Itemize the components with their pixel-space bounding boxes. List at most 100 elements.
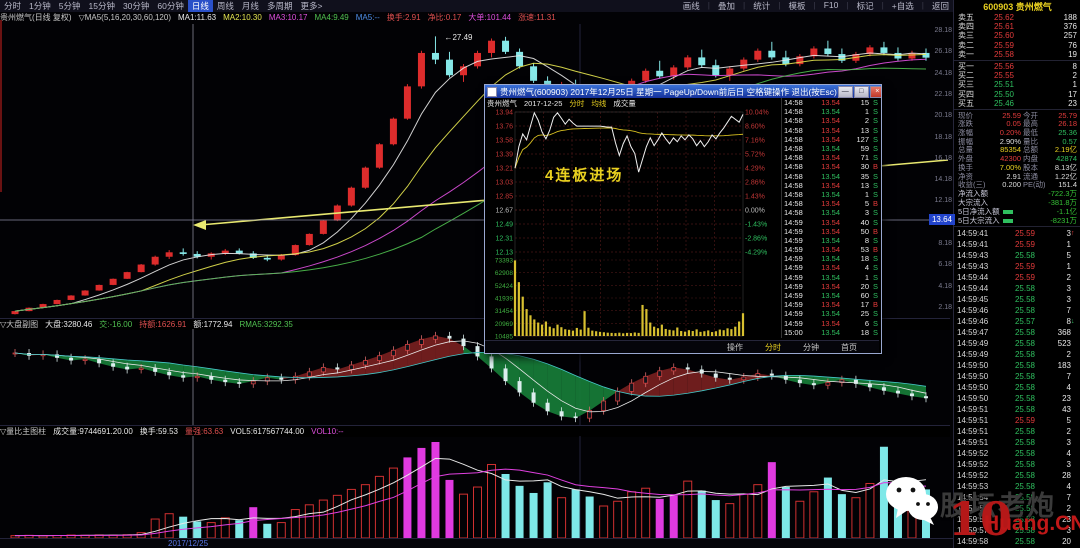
volume-header-token: VOL5:617567744.00 [230, 427, 305, 436]
tick-price: 13.54 [821, 107, 840, 117]
tick-volume: 4 [1066, 482, 1071, 492]
index-subchart[interactable] [0, 329, 953, 425]
level-volume: 257 [1063, 31, 1077, 41]
tool-+自选[interactable]: +自选 [891, 1, 914, 11]
stat-label: 股本 [1023, 162, 1038, 172]
stat-row: 收益(三) 0.200 PE(动) 151.4 [954, 180, 1080, 189]
tool-叠加[interactable]: 叠加 [717, 1, 735, 11]
order-book-row[interactable]: 卖二 25.59 76 [954, 41, 1080, 50]
period-tab-分时[interactable]: 分时 [4, 1, 22, 11]
popup-tick-row: 14:58 13.54 1 S [782, 107, 880, 116]
tick-time: 14:59:53 [957, 482, 989, 492]
separator: | [707, 0, 710, 10]
volume-header-token: 换手:59.53 [139, 427, 179, 436]
popup-titlebar[interactable]: 贵州燃气(600903) 2017年12月25日 星期一 PageUp/Down… [485, 85, 881, 98]
tick-time: 14:59:58 [957, 537, 989, 547]
tick-row: 14:59:44 25.58 3 [954, 283, 1080, 294]
axis-label: 28.18 [934, 27, 952, 34]
popup-tab-分钟[interactable]: 分钟 [803, 342, 819, 352]
order-book-row[interactable]: 买四 25.50 17 [954, 90, 1080, 99]
order-book-row[interactable]: 买五 25.46 23 [954, 99, 1080, 108]
popup-header-token: 2017-12-25 [524, 98, 563, 108]
main-kline-chart[interactable]: ←27.49 [0, 24, 953, 318]
tool-模板[interactable]: 模板 [788, 1, 806, 11]
period-tab-多周期[interactable]: 多周期 [266, 1, 293, 11]
tick-flag: S [872, 125, 878, 135]
separator: | [881, 0, 884, 10]
stat-value: 0.20% [999, 128, 1021, 138]
tick-time: 14:58 [784, 107, 803, 117]
indicator-token: 涨速:11.31 [518, 13, 556, 22]
period-tab-更多>[interactable]: 更多> [300, 1, 323, 11]
popup-tab-首页[interactable]: 首页 [841, 342, 857, 352]
stat-label: 最低 [1023, 128, 1038, 138]
stat-value: 7.00% [999, 162, 1021, 172]
tick-price: 25.58 [1014, 526, 1035, 536]
minimize-button[interactable]: — [837, 85, 853, 98]
volume-chart[interactable] [0, 436, 953, 538]
indicator-token: 净比:0.17 [427, 13, 462, 22]
popup-tick-row: 14:59 13.54 8 S [782, 236, 880, 245]
stat-label: 涨幅 [958, 128, 973, 138]
order-book-row[interactable]: 买三 25.51 1 [954, 80, 1080, 89]
level-price: 25.50 [993, 89, 1014, 99]
svg-text:7.16%: 7.16% [745, 138, 765, 145]
tick-time: 14:58 [784, 199, 803, 209]
tick-volume: 28 [1062, 471, 1071, 481]
close-button[interactable]: × [869, 85, 881, 98]
period-tab-60分钟[interactable]: 60分钟 [157, 1, 184, 11]
tick-arrow: ↓ [1071, 318, 1075, 326]
tick-flag: S [872, 208, 878, 218]
stat-value: 2.19亿 [1054, 145, 1077, 155]
tool-F10[interactable]: F10 [823, 0, 839, 10]
tick-price: 13.54 [821, 116, 840, 126]
order-book-row[interactable]: 卖三 25.60 257 [954, 31, 1080, 40]
order-book-row[interactable]: 卖五 25.62 188 [954, 13, 1080, 22]
tool-返回[interactable]: 返回 [931, 1, 949, 11]
order-book-row[interactable]: 买一 25.56 8 [954, 62, 1080, 71]
period-tab-月线[interactable]: 月线 [241, 1, 259, 11]
tick-volume: 13 [860, 180, 869, 190]
tool-画线[interactable]: 画线 [682, 1, 700, 11]
period-tab-15分钟[interactable]: 15分钟 [88, 1, 115, 11]
period-tabs: 分时 1分钟 5分钟 15分钟 30分钟 60分钟 日线 周线 月线 多周期 更多> [0, 0, 326, 12]
volume-panel-header: ▽量比主图柱 成交量:9744691.20.00 换手:59.53 量强:63.63 V… [0, 425, 950, 437]
popup-tab-分时[interactable]: 分时 [765, 342, 781, 352]
index-header-token: RMA5:3292.35 [239, 320, 293, 329]
order-book-row[interactable]: 买二 25.55 2 [954, 71, 1080, 80]
svg-text:10485: 10485 [495, 334, 513, 341]
tick-time: 14:58 [784, 144, 803, 154]
tick-price: 13.54 [821, 180, 840, 190]
period-tab-1分钟[interactable]: 1分钟 [29, 1, 51, 11]
period-tab-30分钟[interactable]: 30分钟 [122, 1, 150, 11]
order-book-row[interactable]: 卖一 25.58 19 [954, 50, 1080, 59]
intraday-chart[interactable]: 13.94 13.76 13.58 13.39 13.21 13.03 12.85 12.67… [487, 108, 779, 341]
stock-badge[interactable]: 600903 贵州燃气 [983, 2, 1052, 12]
popup-header-token: 成交量 [613, 98, 636, 108]
tick-price: 13.54 [821, 144, 840, 154]
tick-time: 14:59:50 [957, 361, 989, 371]
tool-统计[interactable]: 统计 [753, 1, 771, 11]
tick-row: 14:59:41 25.59 3 ↑ [954, 228, 1080, 239]
axis-label: 12.18 [934, 197, 952, 205]
tick-volume: 7 [1066, 493, 1071, 503]
period-tab-日线[interactable]: 日线 [187, 0, 213, 12]
tool-标记[interactable]: 标记 [856, 1, 874, 11]
svg-text:-1.43%: -1.43% [745, 222, 767, 229]
tick-price: 25.59 [1014, 240, 1035, 250]
tick-flag: B [872, 226, 878, 236]
popup-tab-操作[interactable]: 操作 [727, 342, 743, 352]
stat-row: 外盘 42300 内盘 42874 [954, 154, 1080, 163]
popup-tick-row: 14:58 13.54 15 S [782, 98, 880, 107]
maximize-button[interactable]: □ [853, 85, 869, 98]
tick-flag: S [872, 281, 878, 291]
tick-flag: S [872, 291, 878, 301]
tick-row: 14:59:50 25.58 23 [954, 393, 1080, 404]
stat-value: 26.18 [1058, 119, 1077, 129]
index-header-token: 持额:1626.91 [139, 320, 187, 329]
order-book-row[interactable]: 卖四 25.61 376 [954, 22, 1080, 31]
period-tab-5分钟[interactable]: 5分钟 [58, 1, 81, 11]
tick-flag: S [872, 98, 878, 108]
stat-row: 涨幅 0.20% 最低 25.36 [954, 128, 1080, 137]
period-tab-周线[interactable]: 周线 [216, 1, 234, 11]
